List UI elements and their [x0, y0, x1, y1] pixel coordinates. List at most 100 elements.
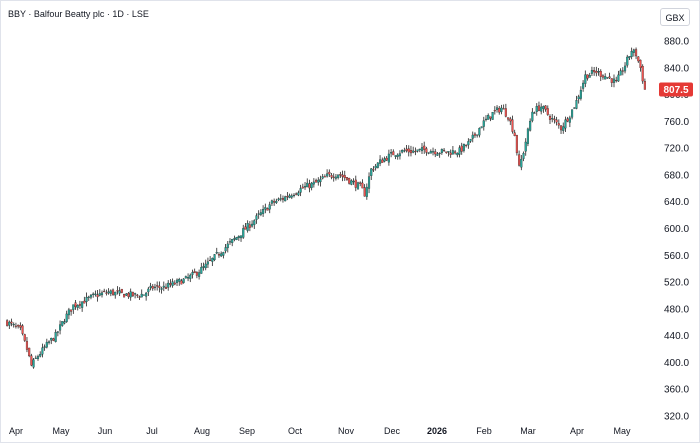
candle: [299, 184, 302, 197]
candle-body: [571, 109, 574, 118]
candle: [390, 149, 393, 158]
candle-body: [180, 280, 183, 285]
candle-body: [28, 347, 31, 357]
candle: [480, 126, 483, 129]
candle-body: [337, 174, 340, 178]
candle: [231, 238, 234, 247]
candle-body: [131, 291, 134, 297]
candle: [546, 105, 549, 116]
candle: [178, 277, 181, 286]
candle: [321, 173, 324, 180]
candle: [147, 286, 150, 296]
candle-body: [226, 243, 229, 249]
candle-body: [343, 175, 346, 179]
candle-body: [147, 288, 150, 293]
candle: [264, 203, 267, 214]
candle-body: [54, 332, 57, 342]
y-tick-label: 520.0: [664, 278, 689, 289]
candle-body: [493, 110, 496, 112]
candle-body: [292, 194, 296, 197]
candle: [72, 304, 75, 314]
candle: [131, 291, 134, 298]
candle-body: [604, 76, 607, 80]
candle: [81, 301, 84, 312]
candle: [524, 138, 527, 156]
candle: [387, 149, 390, 166]
candle-body: [407, 148, 410, 153]
candle-body: [588, 75, 591, 78]
candle-body: [416, 149, 419, 152]
candle-body: [480, 126, 483, 129]
candle: [334, 174, 337, 181]
candle: [246, 220, 249, 233]
candle-body: [30, 355, 33, 366]
candle: [540, 103, 543, 115]
candle: [473, 132, 477, 138]
candle: [548, 114, 552, 124]
candle: [626, 54, 629, 68]
candle-body: [171, 281, 174, 286]
candle-body: [281, 197, 285, 200]
candle-body: [303, 186, 307, 188]
candle: [590, 66, 593, 76]
candle-body: [87, 296, 90, 298]
candle: [222, 251, 225, 259]
candle-body: [348, 178, 351, 184]
candle-body: [617, 74, 620, 82]
candle-body: [295, 193, 298, 195]
candle: [487, 113, 490, 120]
candle-body: [372, 169, 375, 171]
candle-body: [454, 151, 457, 154]
candle-body: [401, 149, 404, 153]
candle: [593, 66, 596, 76]
candle: [295, 192, 298, 196]
candle: [96, 290, 99, 302]
candle: [604, 73, 607, 80]
x-tick-label: May: [52, 426, 70, 436]
candle: [361, 179, 364, 189]
candle: [372, 166, 375, 172]
candle: [228, 238, 232, 245]
candle-body: [447, 151, 450, 153]
candle-body: [23, 334, 26, 341]
last-price-badge: [659, 82, 693, 97]
candle: [195, 271, 198, 279]
candle-body: [12, 323, 15, 326]
candle: [138, 295, 141, 301]
candle-body: [85, 297, 88, 302]
currency-badge[interactable]: GBX: [660, 8, 690, 26]
candle: [628, 56, 631, 61]
candle: [454, 150, 457, 155]
candle: [217, 252, 221, 258]
x-tick-label: Mar: [520, 426, 536, 436]
candle-body: [354, 179, 357, 188]
candle-body: [127, 293, 130, 297]
candle-body: [70, 309, 73, 312]
candle: [297, 190, 300, 197]
candle-body: [235, 237, 238, 240]
candle-body: [96, 294, 99, 298]
candle: [409, 145, 413, 157]
candle: [579, 86, 582, 101]
candle: [562, 122, 565, 134]
candle-body: [601, 75, 605, 78]
candle-body: [524, 141, 527, 152]
candle: [403, 147, 406, 153]
candle-body: [626, 56, 629, 66]
candle: [198, 269, 201, 280]
candle: [414, 147, 417, 156]
candle: [19, 322, 22, 331]
candle: [557, 119, 560, 129]
candle-body: [231, 239, 234, 243]
candle-body: [504, 108, 507, 117]
candle-body: [502, 108, 505, 110]
candle-body: [379, 159, 382, 164]
candle: [354, 175, 357, 192]
candle-body: [164, 286, 168, 289]
candle: [171, 278, 174, 288]
candle-body: [76, 305, 79, 308]
candle: [39, 351, 42, 358]
candle-body: [182, 278, 185, 283]
candle: [619, 68, 622, 76]
